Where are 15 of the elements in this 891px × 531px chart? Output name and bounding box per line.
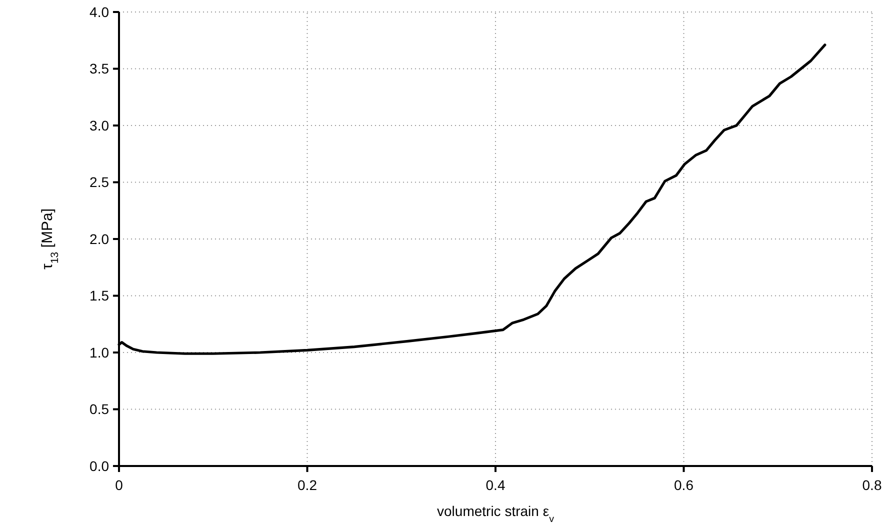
y-tick-label: 1.0 xyxy=(90,344,110,360)
y-tick-label: 0.5 xyxy=(90,401,110,418)
y-tick-label: 0.0 xyxy=(90,458,110,474)
y-tick-label: 1.5 xyxy=(90,288,110,304)
x-tick-label: 0.6 xyxy=(674,477,694,493)
x-tick-label: 0.8 xyxy=(862,477,882,493)
y-tick-label: 3.0 xyxy=(90,117,110,134)
x-tick-label: 0 xyxy=(115,477,124,493)
y-tick-label: 3.5 xyxy=(90,60,110,77)
y-tick-label: 2.0 xyxy=(90,230,110,247)
y-tick-label: 4.0 xyxy=(90,4,110,20)
x-tick-label: 0.2 xyxy=(298,477,318,493)
x-axis-title: volumetric strain ε$_{v}$ xyxy=(437,503,554,524)
x-tick-label: 0.4 xyxy=(486,477,506,493)
y-tick-label: 2.5 xyxy=(90,174,110,190)
